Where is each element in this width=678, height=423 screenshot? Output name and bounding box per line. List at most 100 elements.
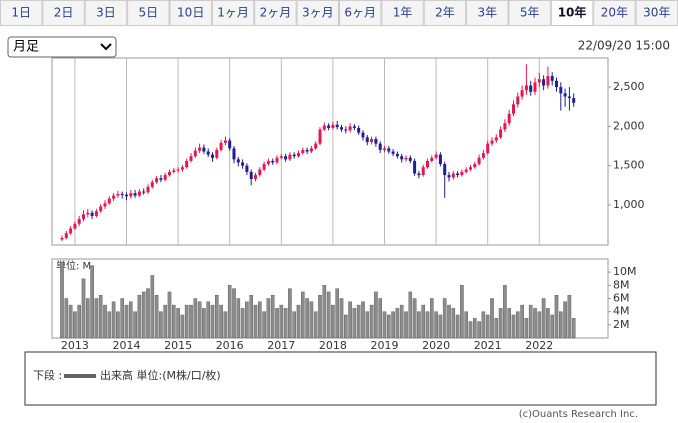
- candle-body: [232, 148, 236, 160]
- volume-bar: [485, 314, 490, 339]
- candle-body: [469, 167, 472, 170]
- candle-body: [258, 169, 262, 176]
- volume-bar: [309, 301, 314, 339]
- tab[interactable]: [423, 0, 467, 26]
- tab[interactable]: [211, 0, 255, 26]
- x-tick-label: 2013: [61, 339, 89, 352]
- tab[interactable]: [169, 0, 212, 26]
- candle-body: [241, 162, 245, 166]
- volume-bar: [464, 311, 469, 339]
- candle-body: [172, 170, 176, 172]
- candle-body: [189, 156, 193, 161]
- candle-body: [249, 171, 253, 179]
- candle-body: [507, 113, 511, 124]
- volume-bar: [189, 304, 193, 339]
- tab-label[interactable]: 1日: [11, 6, 31, 20]
- volume-bar: [210, 304, 215, 339]
- candle-body: [99, 206, 103, 212]
- y-tick-label: 1,000: [613, 198, 645, 211]
- volume-bar: [167, 291, 172, 339]
- candle-body: [112, 195, 116, 199]
- volume-bar: [352, 308, 357, 339]
- tab-label[interactable]: 3年: [477, 6, 497, 20]
- tab[interactable]: [593, 0, 636, 26]
- candle-body: [120, 193, 124, 195]
- candle-body: [563, 93, 567, 97]
- tab[interactable]: [466, 0, 509, 26]
- volume-bar: [193, 298, 198, 339]
- volume-bar: [348, 301, 352, 339]
- tab[interactable]: [84, 0, 128, 26]
- volume-bar: [369, 304, 374, 339]
- tab-label[interactable]: 5年: [520, 6, 540, 20]
- volume-bar: [288, 288, 292, 339]
- candle-body: [430, 157, 434, 161]
- volume-bar: [236, 298, 241, 339]
- tab-label[interactable]: 2年: [435, 6, 455, 20]
- tab-label[interactable]: 2日: [54, 6, 74, 20]
- volume-bar: [301, 291, 305, 339]
- volume-bar: [361, 301, 365, 339]
- volume-bar: [283, 308, 288, 339]
- tab-label[interactable]: 10年: [558, 5, 587, 20]
- x-tick-label: 2022: [525, 339, 553, 352]
- tab-label[interactable]: 30年: [643, 6, 670, 20]
- volume-bar: [77, 304, 81, 339]
- timestamp: 22/09/20 15:00: [578, 39, 670, 53]
- volume-bar: [468, 321, 473, 339]
- volume-bar: [455, 314, 460, 339]
- volume-bar: [258, 301, 262, 339]
- candle-body: [292, 154, 296, 157]
- x-tick-label: 2018: [319, 339, 347, 352]
- tab[interactable]: [254, 0, 297, 26]
- volume-bar: [516, 311, 520, 339]
- candle-body: [223, 140, 227, 143]
- tab-label[interactable]: 20年: [601, 6, 628, 20]
- volume-bar: [477, 321, 481, 339]
- volume-bar: [356, 304, 361, 339]
- candle-body: [335, 124, 339, 128]
- tab-label[interactable]: 3日: [96, 6, 116, 20]
- tab[interactable]: [296, 0, 339, 26]
- volume-bar: [339, 298, 344, 339]
- tab-label[interactable]: 6ヶ月: [344, 6, 376, 20]
- volume-bar: [490, 298, 494, 339]
- period-select[interactable]: [7, 36, 117, 58]
- tab[interactable]: [42, 0, 85, 26]
- candle-body: [512, 104, 515, 114]
- candle-body: [206, 151, 210, 155]
- volume-bar: [107, 311, 112, 339]
- tab[interactable]: [635, 0, 678, 26]
- candle-body: [473, 164, 477, 168]
- select-label[interactable]: 月足: [13, 40, 39, 55]
- candle-body: [318, 129, 322, 144]
- tab[interactable]: [127, 0, 170, 26]
- tab[interactable]: [339, 0, 382, 26]
- x-tick-label: 2021: [474, 339, 502, 352]
- volume-bar: [387, 314, 391, 339]
- tab-label[interactable]: 3ヶ月: [302, 6, 334, 20]
- candle-body: [202, 147, 206, 152]
- volume-bar: [116, 311, 120, 339]
- tab[interactable]: [0, 0, 43, 26]
- tab-label[interactable]: 2ヶ月: [260, 6, 292, 20]
- tab[interactable]: [550, 0, 594, 26]
- volume-bar: [318, 295, 322, 339]
- volume-bar: [524, 318, 529, 339]
- candle-body: [438, 154, 442, 165]
- tab-label[interactable]: 1ヶ月: [217, 6, 249, 20]
- tab-label[interactable]: 5日: [138, 6, 158, 20]
- tab[interactable]: [508, 0, 551, 26]
- volume-bar: [141, 291, 146, 339]
- volume-bar: [98, 295, 103, 339]
- volume-bar: [262, 311, 266, 339]
- tab-label[interactable]: 10日: [177, 6, 204, 20]
- volume-bar: [103, 304, 107, 339]
- tab-label[interactable]: 1年: [393, 6, 413, 20]
- volume-bar: [374, 291, 378, 339]
- tab[interactable]: [381, 0, 424, 26]
- candle-body: [529, 85, 533, 92]
- volume-bar: [417, 311, 421, 339]
- volume-bar: [434, 311, 438, 339]
- candle-body: [524, 85, 528, 91]
